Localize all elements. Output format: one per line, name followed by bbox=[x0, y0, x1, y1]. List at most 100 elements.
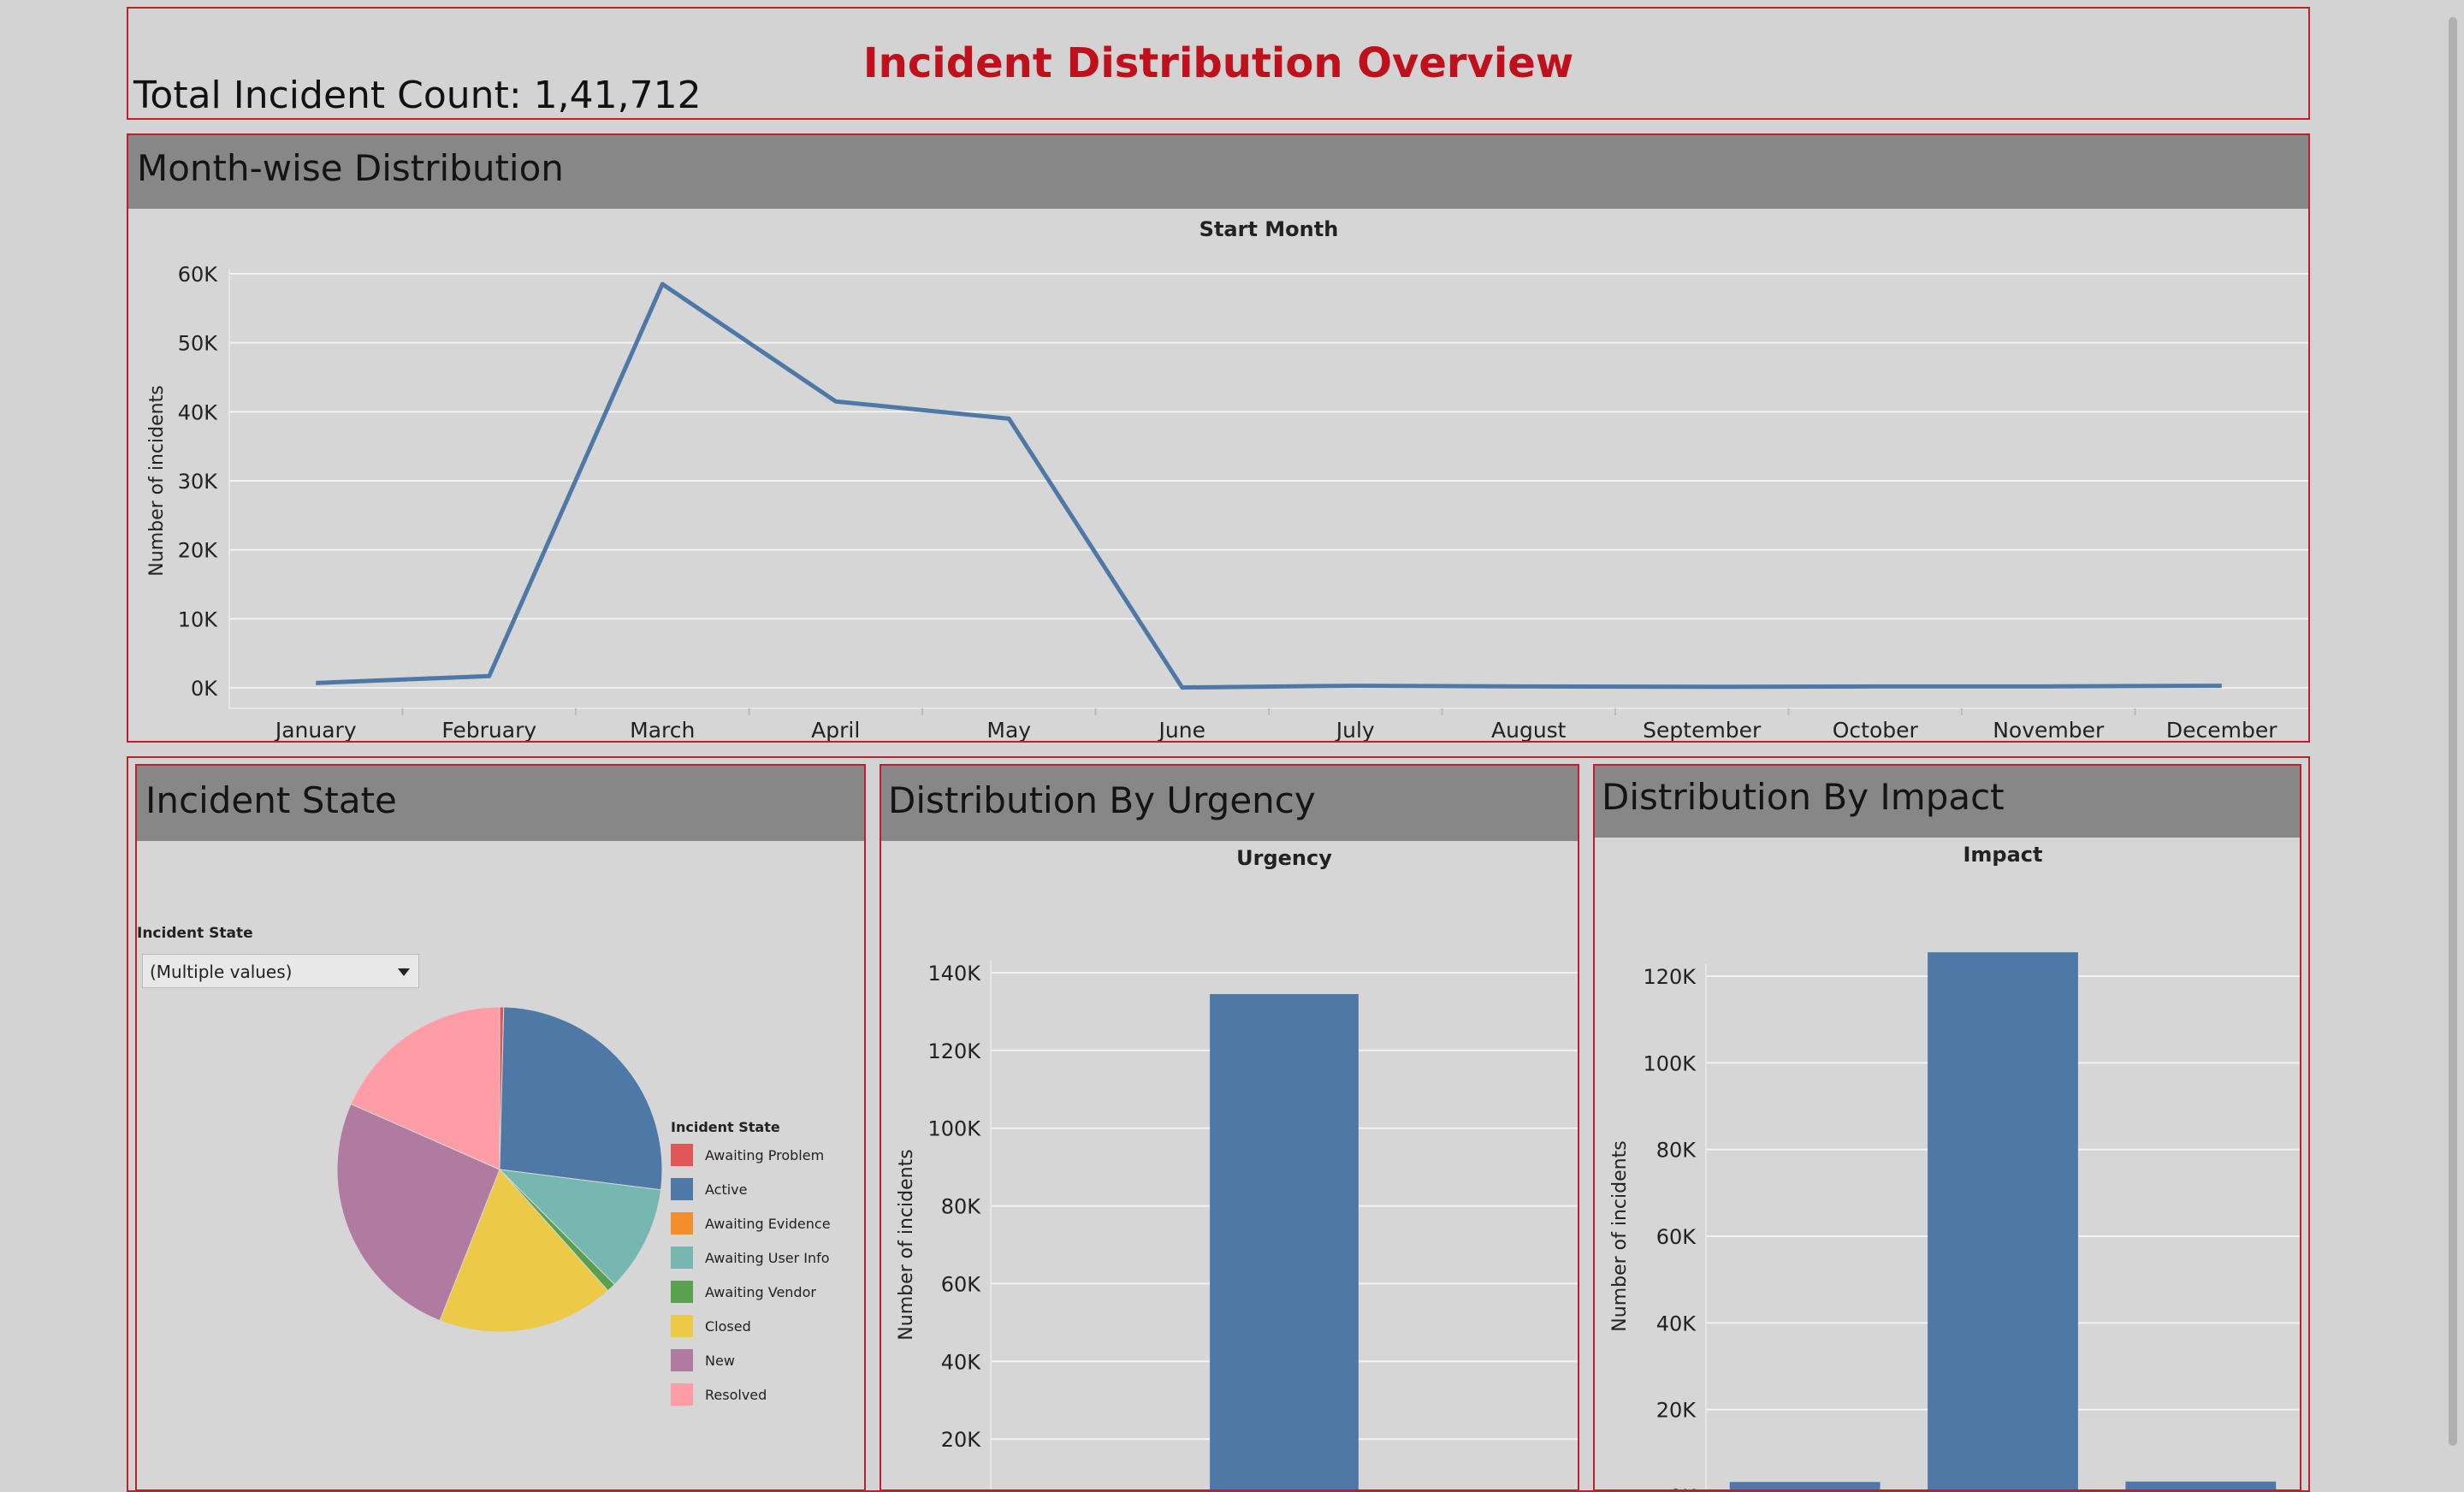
vertical-scrollbar[interactable] bbox=[2447, 0, 2459, 1454]
bar-chart-title: Urgency bbox=[1236, 846, 1332, 870]
line-chart-ytick: 10K bbox=[178, 607, 219, 631]
legend: Incident State Awaiting Problem Active Awa… bbox=[671, 1119, 859, 1444]
pie-slice-awaiting-user-info bbox=[498, 1169, 662, 1286]
legend-swatch bbox=[671, 1178, 693, 1200]
legend-item[interactable]: Closed bbox=[671, 1314, 751, 1338]
line-chart-xtick: March bbox=[630, 718, 695, 741]
line-chart-ytick: 30K bbox=[178, 470, 219, 494]
legend-item[interactable]: Awaiting Problem bbox=[671, 1143, 824, 1167]
line-chart-xtick: April bbox=[811, 718, 860, 741]
impact-panel-header: Distribution By Impact bbox=[1595, 766, 2300, 838]
legend-label: Resolved bbox=[705, 1386, 767, 1403]
bar-chart-ytick: 60K bbox=[1656, 1225, 1697, 1249]
line-chart-ylabel: Number of incidents bbox=[146, 385, 168, 576]
bar-chart-ytick: 40K bbox=[941, 1350, 982, 1374]
bar-chart-ylabel: Number of incidents bbox=[896, 1149, 917, 1340]
bar-chart-ytick: 140K bbox=[927, 962, 981, 986]
legend-swatch bbox=[671, 1349, 693, 1371]
impact-panel-title: Distribution By Impact bbox=[1602, 776, 2005, 818]
bar-2-medium bbox=[1210, 993, 1359, 1489]
bar-chart-ylabel: Number of incidents bbox=[1609, 1140, 1631, 1331]
bar-chart-ytick: 120K bbox=[1643, 965, 1697, 989]
legend-title: Incident State bbox=[671, 1119, 780, 1135]
legend-label: Awaiting User Info bbox=[705, 1249, 830, 1266]
line-chart-xtick: February bbox=[441, 718, 536, 741]
legend-swatch bbox=[671, 1383, 693, 1406]
legend-item[interactable]: Awaiting Evidence bbox=[671, 1211, 831, 1235]
legend-swatch bbox=[671, 1281, 693, 1303]
impact-panel: Distribution By Impact Impact Number of i… bbox=[1593, 764, 2301, 1491]
urgency-panel-title: Distribution By Urgency bbox=[888, 779, 1316, 821]
legend-label: Active bbox=[705, 1181, 748, 1198]
legend-item[interactable]: Awaiting User Info bbox=[671, 1246, 830, 1270]
urgency-panel: Distribution By Urgency Urgency Number of… bbox=[880, 764, 1579, 1491]
state-panel-title: Incident State bbox=[145, 779, 397, 821]
bar-chart-ytick: 0K bbox=[1669, 1485, 1697, 1489]
bar-2-medium bbox=[1928, 952, 2078, 1489]
pie-slice-closed bbox=[439, 1169, 609, 1333]
legend-label: Awaiting Vendor bbox=[705, 1283, 816, 1300]
line-chart-ytick: 20K bbox=[178, 539, 219, 563]
scrollbar-thumb[interactable] bbox=[2449, 17, 2457, 1446]
impact-bar-chart: Impact Number of incidents 0K 20K 40K 60K 80K 1… bbox=[1609, 843, 2300, 1489]
bar-chart-ytick: 20K bbox=[1656, 1399, 1697, 1423]
chevron-down-icon[interactable] bbox=[398, 968, 410, 976]
bar-3-low bbox=[2125, 1481, 2277, 1489]
legend-item[interactable]: Awaiting Vendor bbox=[671, 1280, 816, 1304]
urgency-panel-header: Distribution By Urgency bbox=[881, 766, 1578, 841]
legend-label: Awaiting Evidence bbox=[705, 1215, 831, 1232]
bar-1-high bbox=[1729, 1482, 1881, 1489]
bar-chart-ytick: 80K bbox=[941, 1195, 982, 1219]
month-line-chart: Start Month Number of incidents 0K 10K 20K 30… bbox=[146, 217, 2308, 741]
legend-swatch bbox=[671, 1246, 693, 1269]
line-chart-xtick: November bbox=[1993, 718, 2105, 741]
legend-label: Awaiting Problem bbox=[705, 1146, 825, 1163]
bar-chart-ytick: 60K bbox=[941, 1272, 982, 1296]
line-chart-xtick: December bbox=[2166, 718, 2277, 741]
legend-swatch bbox=[671, 1144, 693, 1166]
legend-item[interactable]: New bbox=[671, 1348, 735, 1372]
line-chart-xtick: January bbox=[274, 718, 357, 741]
legend-item[interactable]: Resolved bbox=[671, 1382, 767, 1406]
line-chart-xtick: May bbox=[986, 718, 1031, 741]
pie-slice-resolved bbox=[350, 1006, 500, 1170]
line-chart-ytick: 60K bbox=[178, 263, 219, 287]
bar-chart-ytick: 40K bbox=[1656, 1311, 1697, 1335]
bar-chart-ytick: 100K bbox=[1643, 1051, 1697, 1075]
legend-swatch bbox=[671, 1315, 693, 1337]
month-panel-title: Month-wise Distribution bbox=[137, 147, 564, 189]
total-incident-count: Total Incident Count: 1,41,712 bbox=[133, 74, 702, 117]
line-chart-ytick: 50K bbox=[178, 332, 219, 356]
header-panel: Incident Distribution Overview Total Inc… bbox=[127, 7, 2310, 120]
bar-chart-ytick: 20K bbox=[941, 1428, 982, 1452]
line-chart-xtick: August bbox=[1491, 718, 1567, 741]
page-title: Incident Distribution Overview bbox=[862, 39, 1574, 87]
legend-swatch bbox=[671, 1212, 693, 1234]
dropdown-value: (Multiple values) bbox=[150, 962, 293, 982]
bar-chart-ytick: 80K bbox=[1656, 1139, 1697, 1163]
state-panel: Incident State Incident State (Multiple … bbox=[135, 764, 866, 1491]
bar-chart-ytick: 100K bbox=[927, 1117, 981, 1141]
bar-chart-title: Impact bbox=[1963, 843, 2042, 867]
line-series-incidents bbox=[316, 281, 2222, 690]
line-chart-xtick: September bbox=[1643, 718, 1762, 741]
filter-label: Incident State bbox=[137, 925, 253, 942]
legend-label: New bbox=[705, 1352, 735, 1369]
month-panel: Month-wise Distribution Start Month Numbe… bbox=[127, 133, 2310, 743]
incident-state-pie bbox=[336, 1006, 663, 1333]
legend-item[interactable]: Active bbox=[671, 1177, 748, 1201]
line-chart-xtick: June bbox=[1158, 718, 1205, 741]
line-chart-ytick: 40K bbox=[178, 400, 219, 424]
bar-chart-ytick: 120K bbox=[927, 1039, 981, 1063]
incident-state-dropdown[interactable]: (Multiple values) bbox=[142, 954, 419, 988]
legend-label: Closed bbox=[705, 1317, 751, 1335]
pie-slice-active bbox=[499, 1006, 663, 1191]
month-panel-header: Month-wise Distribution bbox=[128, 135, 2308, 209]
line-chart-ytick: 0K bbox=[191, 677, 218, 701]
line-chart-title: Start Month bbox=[1199, 217, 1339, 241]
line-chart-xtick: October bbox=[1833, 718, 1919, 741]
state-panel-header: Incident State bbox=[137, 766, 864, 841]
line-chart-xtick: July bbox=[1335, 718, 1375, 741]
pie-slice-new bbox=[336, 1103, 500, 1322]
